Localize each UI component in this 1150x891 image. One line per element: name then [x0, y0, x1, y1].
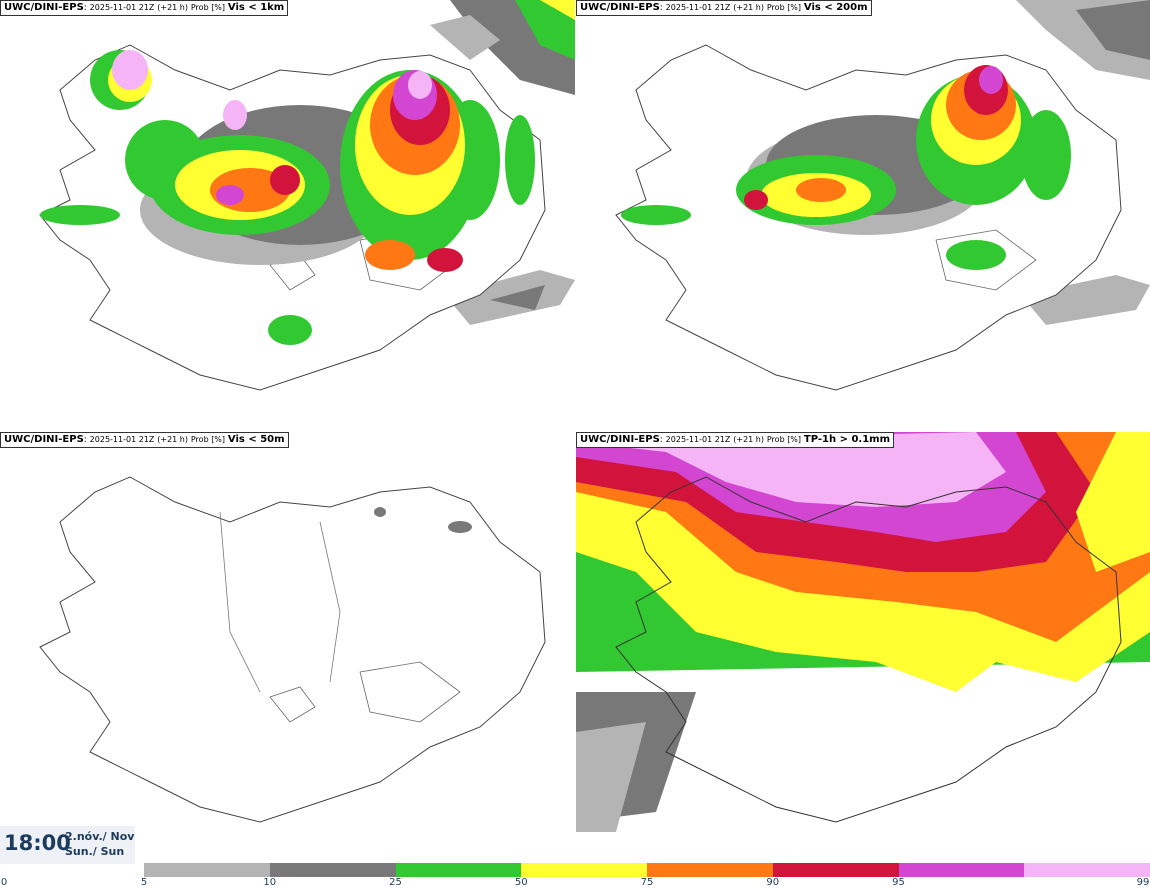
colorbar-segment — [144, 863, 271, 877]
run-time: 2025-11-01 21Z — [665, 3, 731, 12]
model-name: UWC/DINI-EPS — [4, 2, 84, 13]
colorbar-tick-label: 50 — [514, 877, 528, 888]
colorbar-segment — [772, 863, 900, 877]
run-time: 2025-11-01 21Z — [89, 3, 155, 12]
unit-label: Prob [%] — [190, 3, 226, 12]
field-name: Vis < 1km — [227, 2, 285, 13]
valid-date-line2: Sun./ Sun — [65, 845, 125, 858]
panel-title: UWC/DINI-EPS: 2025-11-01 21Z (+21 h) Pro… — [0, 0, 289, 16]
map-canvas — [39, 476, 546, 823]
colorbar-tick-label: 10 — [263, 877, 277, 888]
field-name: Vis < 50m — [227, 434, 285, 445]
lead-time: (+21 h) — [733, 435, 764, 444]
map-canvas — [615, 0, 1150, 391]
valid-time-box: 18:00 2.nóv./ Nov Sun./ Sun — [0, 826, 135, 864]
lead-time: (+21 h) — [733, 3, 764, 12]
map-panel-vis-50m: UWC/DINI-EPS: 2025-11-01 21Z (+21 h) Pro… — [0, 432, 575, 862]
unit-label: Prob [%] — [190, 435, 226, 444]
map-canvas — [39, 0, 575, 391]
map-panel-vis-200m: UWC/DINI-EPS: 2025-11-01 21Z (+21 h) Pro… — [576, 0, 1150, 430]
colorbar-tick-label: 90 — [766, 877, 780, 888]
colorbar-tick-label: 5 — [140, 877, 148, 888]
colorbar-tick-label: 75 — [640, 877, 654, 888]
panel-title: UWC/DINI-EPS: 2025-11-01 21Z (+21 h) Pro… — [576, 0, 872, 16]
unit-label: Prob [%] — [766, 3, 802, 12]
colorbar-segment — [898, 863, 1026, 877]
field-name: TP-1h > 0.1mm — [803, 434, 891, 445]
colorbar-segment — [647, 863, 774, 877]
model-name: UWC/DINI-EPS — [580, 434, 660, 445]
colorbar-tick-label: 0 — [0, 877, 8, 888]
model-name: UWC/DINI-EPS — [4, 434, 84, 445]
map-panel-vis-1km: UWC/DINI-EPS: 2025-11-01 21Z (+21 h) Pro… — [0, 0, 575, 430]
run-time: 2025-11-01 21Z — [89, 435, 155, 444]
map-canvas — [576, 432, 1150, 862]
colorbar-segment — [395, 863, 523, 877]
lead-time: (+21 h) — [157, 3, 188, 12]
field-name: Vis < 200m — [803, 2, 868, 13]
colorbar-tick-label: 99 — [1136, 877, 1150, 888]
model-name: UWC/DINI-EPS — [580, 2, 660, 13]
run-time: 2025-11-01 21Z — [665, 435, 731, 444]
colorbar-tick-label: 95 — [892, 877, 905, 888]
lead-time: (+21 h) — [157, 435, 188, 444]
valid-time: 18:00 — [4, 831, 71, 855]
panel-title: UWC/DINI-EPS: 2025-11-01 21Z (+21 h) Pro… — [576, 432, 895, 448]
valid-date-line1: 2.nóv./ Nov — [65, 830, 135, 843]
map-panel-tp-1h: UWC/DINI-EPS: 2025-11-01 21Z (+21 h) Pro… — [576, 432, 1150, 862]
colorbar-segment — [269, 863, 397, 877]
colorbar-tick-label: 25 — [389, 877, 402, 888]
panel-title: UWC/DINI-EPS: 2025-11-01 21Z (+21 h) Pro… — [0, 432, 289, 448]
colorbar-segment — [1024, 863, 1150, 877]
unit-label: Prob [%] — [766, 435, 802, 444]
colorbar-segment — [521, 863, 648, 877]
